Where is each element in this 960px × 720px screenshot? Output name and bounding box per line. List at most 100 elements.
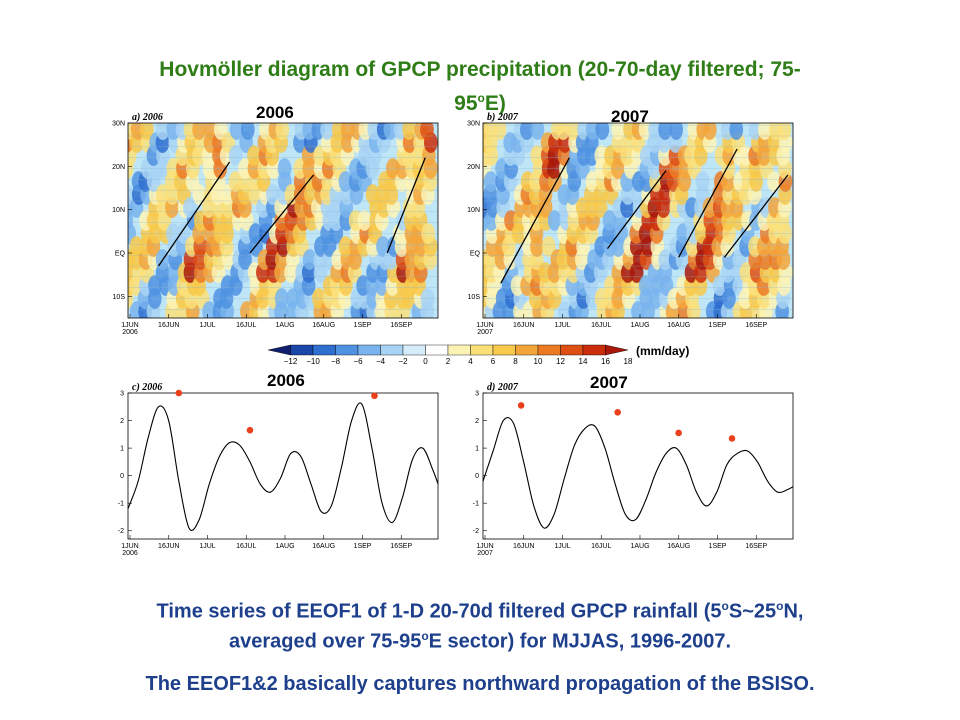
colorbar-swatch [515,344,539,356]
field-cell [530,145,545,166]
field-cell [155,123,170,140]
field-cell [266,184,280,205]
year-label-top-right: 2007 [611,107,649,126]
field-cell [129,236,144,257]
caption-line3: The EEOF1&2 basically captures northward… [145,673,815,695]
x-tick-label: 16JUN [158,543,179,550]
propagation-line [606,170,667,250]
colorbar-swatch [267,344,291,356]
hovmoller-field-0 [128,123,438,318]
field-cell [520,123,534,140]
caption-line2-b: E sector) for MJJAS, 1996-2007. [428,630,732,653]
field-cell [695,171,710,192]
field-cell [585,171,600,192]
colorbar-swatch [470,344,494,356]
panel-frame [482,392,794,540]
field-cell [767,171,781,192]
title-line1: Hovmöller diagram of GPCP precipitation … [159,58,801,81]
x-tick-label-year: 2007 [477,329,493,336]
field-cell [139,123,154,140]
peak-marker [371,392,378,400]
field-cell [541,236,556,257]
propagation-line [386,157,426,254]
colorbar-tick-label: 14 [579,357,588,366]
field-cell [669,123,684,140]
field-cell [275,123,290,140]
field-cell [247,145,261,166]
colorbar-tick-label: −10 [306,357,320,366]
colorbar-swatch [425,344,449,356]
x-tick-label: 16JUL [591,543,611,550]
field-cell [712,275,727,296]
field-cell [320,123,334,140]
x-tick-label: 1SEP [354,543,372,550]
field-cell [192,123,206,140]
field-cell [202,301,217,318]
colorbar-unit: (mm/day) [636,344,690,358]
colorbar-swatch [335,344,359,356]
panel-frame [482,122,794,319]
field-cell [338,171,353,192]
colorbar-tick-label: 0 [423,357,428,366]
field-cell [155,184,170,205]
colorbar-tick-label: 18 [624,357,633,366]
field-cell [402,123,416,140]
propagation-line [723,174,789,258]
y-tick-label: -2 [473,528,479,535]
colorbar-swatch [290,344,314,356]
colorbar-tick-label: 6 [491,357,496,366]
panel-label: d) 2007 [487,382,519,393]
colorbar: −12 −10 −8 −6 −4 −2 0 2 4 6 8 10 12 14 16 18 [267,344,633,366]
field-cell [483,171,498,192]
y-tick-label: EQ [470,251,481,258]
caption-line1-b: S~25 [728,600,777,623]
year-label-top-left: 2006 [256,103,294,122]
field-cell [729,123,744,140]
colorbar-tick-label: 8 [513,357,518,366]
x-tick-label: 1SEP [709,543,727,550]
field-cell [192,184,207,205]
colorbar-tick-label: 10 [534,357,543,366]
field-cell [357,210,372,231]
field-cell [739,262,754,283]
field-cell [566,123,580,140]
caption-line2: averaged over 75-95oE sector) for MJJAS,… [20,622,940,657]
x-tick-label: 16AUG [667,543,690,550]
y-tick-label: 3 [120,391,124,398]
colorbar-swatch [560,344,584,356]
panel-frame [127,392,439,540]
y-tick-label: 10N [467,207,480,214]
colorbar-tick-label: −12 [284,357,298,366]
y-tick-label: 20N [467,164,480,171]
field-cell [510,275,525,296]
x-tick-label: 1AUG [630,322,649,329]
x-tick-label: 16AUG [667,322,690,329]
y-tick-label: EQ [115,251,126,258]
peak-marker [728,435,736,442]
field-cell [702,197,717,218]
colorbar-tick-label: 12 [556,357,565,366]
propagation-line [500,157,570,284]
field-cell [228,171,243,192]
propagation-line [249,174,314,254]
colorbar-tick-label: −8 [331,357,341,366]
x-tick-label: 16JUL [591,322,611,329]
slide-title: Hovmöller diagram of GPCP precipitation … [40,56,920,118]
y-tick-label: 0 [475,473,479,480]
field-cell [702,123,717,140]
field-cell [492,123,507,140]
colorbar-swatch [582,344,606,356]
field-cell [547,210,562,231]
peak-marker [614,408,621,416]
year-label-bottom-left: 2006 [267,371,305,390]
title-line2-pre: 95 [454,92,478,115]
y-tick-label: 0 [120,473,124,480]
colorbar-swatch [537,344,561,356]
x-tick-label: 16SEP [390,543,412,550]
colorbar-tick-label: −2 [398,357,408,366]
x-tick-label: 1JUN [121,322,139,329]
title-degree-sup: o [477,91,485,105]
field-cell [338,236,353,257]
